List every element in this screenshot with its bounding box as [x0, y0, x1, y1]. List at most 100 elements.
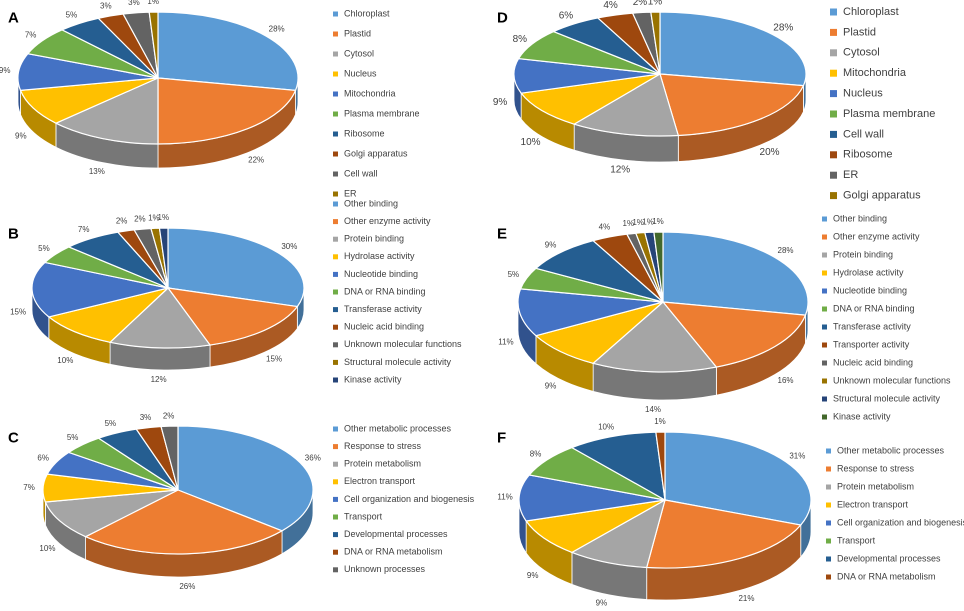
legend-item: Kinase activity: [833, 411, 891, 421]
pie-slice-golgi-apparatus: [650, 11, 661, 75]
legend-swatch: [333, 479, 338, 485]
legend: Chloroplast Plastid Cytosol Mitochondria Nuc…: [830, 6, 935, 202]
legend-swatch: [830, 130, 837, 138]
legend-item: DNA or RNA metabolism: [344, 547, 443, 557]
pie-slice-mitochondria: [17, 53, 159, 92]
legend-swatch: [822, 234, 827, 240]
legend-item: ER: [344, 188, 357, 198]
legend-swatch: [333, 289, 338, 295]
legend-swatch: [826, 538, 831, 544]
legend-swatch: [333, 342, 338, 348]
data-label: 10%: [598, 423, 614, 432]
legend-swatch: [333, 151, 338, 157]
legend-swatch: [830, 8, 837, 16]
data-label: 20%: [760, 147, 780, 158]
legend-swatch: [333, 171, 338, 177]
pie-slice-other-binding: [662, 231, 809, 316]
data-label: 15%: [266, 355, 282, 364]
legend-item: Response to stress: [837, 463, 915, 473]
legend-swatch: [333, 31, 338, 37]
legend-swatch: [333, 567, 338, 573]
legend-swatch: [830, 90, 837, 98]
legend-swatch: [830, 69, 837, 77]
legend-item: Transferase activity: [344, 304, 422, 314]
data-label: 1%: [652, 217, 664, 226]
pie-slice-dna-or-rna-metabolism: [655, 431, 666, 501]
legend-swatch: [826, 448, 831, 454]
pie-sides: [31, 287, 305, 371]
legend-swatch: [822, 324, 827, 330]
data-label: 11%: [497, 493, 512, 502]
data-label: 2%: [134, 214, 146, 223]
pie-slice-unknown-processes: [160, 425, 179, 491]
legend-swatch: [333, 532, 338, 538]
data-label: 7%: [25, 30, 37, 39]
data-label: 6%: [37, 454, 49, 463]
legend: Other binding Other enzyme activity Protei…: [333, 198, 462, 384]
legend-item: Mitochondria: [344, 88, 396, 98]
legend-swatch: [333, 219, 338, 225]
pie-slice-other-binding: [167, 227, 305, 308]
legend-item: Transport: [837, 535, 876, 545]
pie-slice-kinase-activity: [158, 227, 169, 289]
data-label: 9%: [545, 241, 557, 250]
data-label: 10%: [57, 356, 73, 365]
panel-letter: F: [497, 429, 506, 446]
data-label: 5%: [67, 433, 79, 442]
legend-swatch: [333, 426, 338, 432]
pie-slice-other-metabolic-processes: [177, 425, 314, 532]
legend-swatch: [333, 377, 338, 383]
legend-item: Cytosol: [843, 47, 880, 59]
legend-item: Response to stress: [344, 441, 422, 451]
pie-slice-chloroplast: [157, 11, 299, 92]
panel-d: D 28% 20% 12% 10% 9% 8% 6% 4% 2% 1% Chloroplast Plas…: [493, 0, 935, 202]
legend-swatch: [826, 574, 831, 580]
data-label: 31%: [789, 451, 805, 460]
legend-item: DNA or RNA metabolism: [837, 571, 936, 581]
data-label: 1%: [158, 213, 170, 222]
legend-swatch: [333, 549, 338, 555]
legend-swatch: [333, 271, 338, 277]
legend-item: Cell organization and biogenesis: [344, 494, 475, 504]
pie-slice-hydrolase-activity: [47, 286, 171, 343]
data-label: 7%: [23, 483, 35, 492]
legend-swatch: [826, 484, 831, 490]
legend-item: Unknown molecular functions: [344, 339, 462, 349]
legend-swatch: [822, 288, 827, 294]
panel-b: B30%15%12%10%15%5%7%2% 2% 1%1%Other bindin…: [8, 198, 462, 384]
legend-item: Plastid: [843, 26, 876, 38]
data-label: 21%: [738, 594, 754, 603]
legend-swatch: [333, 131, 338, 137]
data-label: 28%: [773, 23, 793, 34]
legend-item: Nucleus: [843, 88, 883, 100]
legend: Other binding Other enzyme activity Protei…: [822, 213, 951, 421]
data-label: 1%: [148, 213, 160, 222]
data-label: 4%: [599, 223, 611, 232]
legend-swatch: [333, 496, 338, 502]
legend-item: Golgi apparatus: [344, 148, 408, 158]
legend-item: Developmental processes: [837, 553, 941, 563]
data-label: 28%: [778, 246, 794, 255]
legend-swatch: [333, 191, 338, 197]
legend-item: Electron transport: [837, 499, 909, 509]
pie-slice-kinase-activity: [653, 231, 664, 303]
pie-slice-other-metabolic-processes: [664, 431, 812, 526]
pie-slice-cytosol: [54, 77, 159, 145]
legend-swatch: [826, 502, 831, 508]
legend-swatch: [830, 28, 837, 36]
legend-item: Other enzyme activity: [344, 216, 431, 226]
data-label: 9%: [15, 132, 27, 141]
pie-sides: [517, 301, 809, 401]
legend-item: ER: [843, 169, 858, 181]
panel-letter: B: [8, 225, 19, 242]
pie-slice-protein-metabolism: [570, 498, 666, 569]
legend-item: Hydrolase activity: [833, 267, 904, 277]
legend-swatch: [822, 252, 827, 258]
legend-item: Golgi apparatus: [843, 190, 921, 202]
data-label: 11%: [498, 338, 513, 347]
legend-item: Cell wall: [344, 168, 378, 178]
pie-slice-protein-metabolism: [44, 489, 179, 538]
legend-swatch: [830, 171, 837, 179]
legend-swatch: [822, 216, 827, 222]
